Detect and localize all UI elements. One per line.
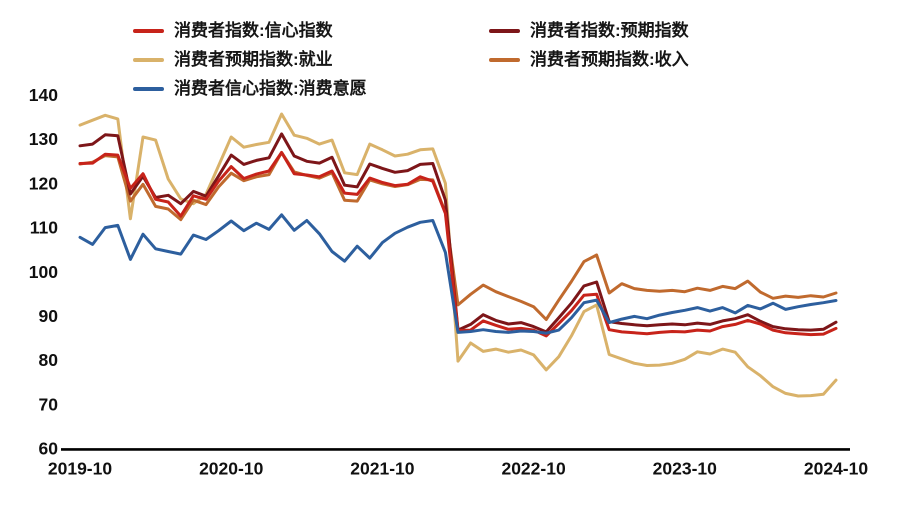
legend-label: 消费者信心指数:消费意愿 [174,79,367,98]
legend-swatch-icon [489,28,520,33]
legend-item: 消费者预期指数:就业 [133,51,489,68]
legend-label: 消费者预期指数:收入 [530,50,689,69]
x-axis-tick-label: 2023-10 [653,458,717,478]
legend-item: 消费者指数:预期指数 [489,22,829,39]
y-axis-tick-label: 100 [29,262,58,282]
series-line-消费者预期指数:就业 [78,112,838,398]
legend-item: 消费者指数:信心指数 [133,22,489,39]
y-axis-tick-label: 120 [29,173,58,193]
y-axis-tick-label: 130 [29,129,58,149]
legend-swatch-icon [133,28,164,33]
y-axis-tick-label: 110 [30,218,58,238]
x-axis-tick-label: 2019-10 [48,458,112,478]
legend-item: 消费者信心指数:消费意愿 [133,80,489,97]
legend-label: 消费者指数:信心指数 [174,21,333,40]
y-axis-tick-label: 90 [39,306,59,326]
x-axis-tick-label: 2020-10 [199,458,263,478]
y-axis-tick-label: 140 [29,85,58,105]
legend-item: 消费者预期指数:收入 [489,51,829,68]
x-axis-tick-label: 2021-10 [350,458,414,478]
series-line-消费者预期指数:收入 [78,151,838,321]
chart-legend: 消费者指数:信心指数 消费者指数:预期指数消费者预期指数:就业 消费者预期指数:收入… [133,16,829,103]
series-line-消费者信心指数:消费意愿 [78,213,838,335]
y-axis-tick-label: 70 [39,394,59,414]
legend-label: 消费者指数:预期指数 [530,21,689,40]
y-axis-tick-label: 60 [39,439,59,459]
legend-swatch-icon [133,57,164,62]
legend-swatch-icon [133,86,164,91]
x-axis-tick-label: 2022-10 [501,458,565,478]
legend-swatch-icon [489,57,520,62]
legend-label: 消费者预期指数:就业 [174,50,333,69]
x-axis-tick-label: 2024-10 [804,458,868,478]
y-axis-tick-label: 80 [39,350,59,370]
